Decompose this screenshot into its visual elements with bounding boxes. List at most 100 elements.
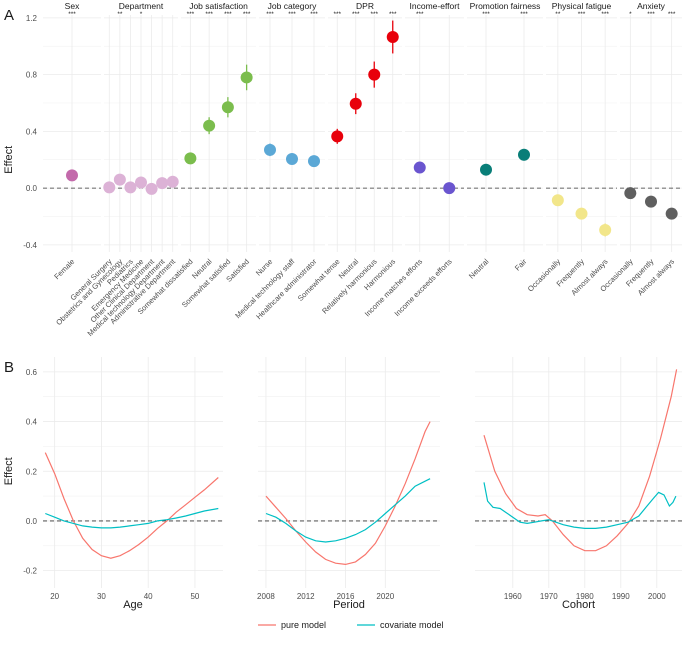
panel-a-y-tick-label: 0.8 [26, 71, 38, 80]
panel-a-label: A [4, 7, 14, 24]
panel-b-y-tick-label: 0.6 [26, 368, 38, 377]
panel-b-y-tick-label: 0.0 [26, 517, 38, 526]
category-label: Neutral [467, 257, 491, 281]
x-tick-label: 1990 [612, 592, 630, 601]
significance-marker: *** [389, 11, 397, 18]
x-tick-label: 2008 [257, 592, 275, 601]
facet-title: Promotion fairness [470, 1, 541, 11]
facet-title: Job satisfaction [189, 1, 248, 11]
x-tick-label: 1980 [576, 592, 594, 601]
effect-point [66, 169, 78, 182]
x-tick-label: 2000 [648, 592, 666, 601]
effect-point [113, 173, 126, 186]
pure-model-line [265, 421, 431, 566]
effect-point [166, 175, 179, 188]
x-axis-title: Cohort [562, 599, 595, 611]
significance-marker: *** [288, 11, 296, 18]
significance-marker: ** [555, 11, 561, 18]
effect-point [240, 71, 253, 84]
panel-b-line-chart: Effect -0.2 0.0 0.2 0.4 0.6 20 30 40 50 Age 2008 201… [3, 357, 682, 611]
panel-b-y-tick-label: 0.2 [26, 467, 38, 476]
line-panel-age: 20 30 40 50 Age [43, 357, 223, 611]
significance-marker: *** [601, 11, 609, 18]
significance-marker: *** [243, 11, 251, 18]
facet-title: Physical fatigue [552, 1, 612, 11]
facet-sex: Sex*** Female [43, 1, 101, 281]
facet-promotion-fairness: Promotion fairness*** Neutral *** Fair [467, 1, 543, 281]
effect-point [518, 148, 530, 161]
covariate-model-line [45, 507, 219, 529]
effect-point [135, 176, 147, 189]
effect-point [551, 194, 564, 207]
facet-title: Job category [268, 1, 317, 11]
line-panel-cohort: 1960 1970 1980 1990 2000 Cohort [475, 357, 682, 611]
significance-marker: *** [352, 11, 360, 18]
significance-marker: *** [333, 11, 341, 18]
effect-point [368, 68, 381, 81]
panel-a-y-tick-label: -0.4 [23, 241, 37, 250]
effect-point [221, 101, 234, 114]
panel-a-y-axis-title: Effect [3, 146, 15, 174]
x-tick-label: 20 [50, 592, 59, 601]
line-panel-period: 2008 2012 2016 2020 Period [257, 357, 440, 611]
effect-point [624, 187, 637, 200]
significance-marker: *** [266, 11, 274, 18]
x-axis-title: Age [123, 599, 143, 611]
facet-physical-fatigue: Physical fatigue**Occasionally***Frequen… [526, 1, 617, 297]
effect-point [103, 181, 116, 194]
facet-title: Anxiety [637, 1, 666, 11]
significance-marker: *** [224, 11, 232, 18]
panel-b-label: B [4, 359, 14, 376]
panel-a-dot-chart: Effect-0.40.00.40.81.2Sex***FemaleDepart… [3, 1, 682, 338]
effect-point [124, 181, 137, 194]
panel-a-y-tick-label: 0.4 [26, 127, 38, 136]
effect-point [645, 195, 657, 208]
significance-marker: * [140, 11, 143, 18]
x-axis-title: Period [333, 599, 365, 611]
effect-point [184, 152, 197, 165]
facet-anxiety: Anxiety*Occasionally***Frequently***Almo… [598, 1, 682, 297]
category-label: Income exceeds efforts [393, 257, 454, 318]
category-label: Female [52, 257, 76, 281]
effect-point [264, 143, 276, 156]
effect-point [599, 224, 612, 237]
x-tick-label: 40 [144, 592, 153, 601]
panel-a-y-tick-label: 0.0 [26, 184, 38, 193]
facet-title: DPR [356, 1, 374, 11]
panel-b-y-axis-title: Effect [3, 457, 15, 485]
pure-model-line [483, 369, 678, 552]
significance-marker: *** [520, 11, 528, 18]
x-tick-label: 30 [97, 592, 106, 601]
significance-marker: *** [370, 11, 378, 18]
significance-marker: *** [578, 11, 586, 18]
significance-marker: *** [205, 11, 213, 18]
x-tick-label: 2020 [376, 592, 394, 601]
effect-point [286, 153, 298, 166]
significance-marker: *** [310, 11, 318, 18]
effect-point [665, 207, 678, 220]
x-tick-label: 1970 [540, 592, 558, 601]
panel-b-y-tick-label: -0.2 [23, 567, 37, 576]
effect-point [203, 119, 216, 132]
effect-point [156, 177, 169, 190]
legend-pure-label: pure model [281, 620, 326, 630]
effect-point [145, 182, 158, 195]
x-tick-label: 2012 [297, 592, 315, 601]
x-tick-label: 2016 [337, 592, 355, 601]
significance-marker: * [629, 11, 632, 18]
significance-marker: *** [68, 11, 76, 18]
covariate-model-line [483, 482, 677, 529]
category-label: Occasionally [526, 257, 563, 294]
effect-point [443, 182, 456, 195]
significance-marker: *** [416, 11, 424, 18]
effect-point [331, 130, 344, 143]
significance-marker: *** [482, 11, 490, 18]
significance-marker: *** [187, 11, 195, 18]
effect-point [349, 97, 362, 110]
legend-covariate-label: covariate model [380, 620, 444, 630]
effect-point [386, 30, 399, 43]
effect-point [413, 161, 426, 174]
covariate-model-line [265, 478, 431, 543]
panel-a-y-tick-label: 1.2 [26, 14, 38, 23]
